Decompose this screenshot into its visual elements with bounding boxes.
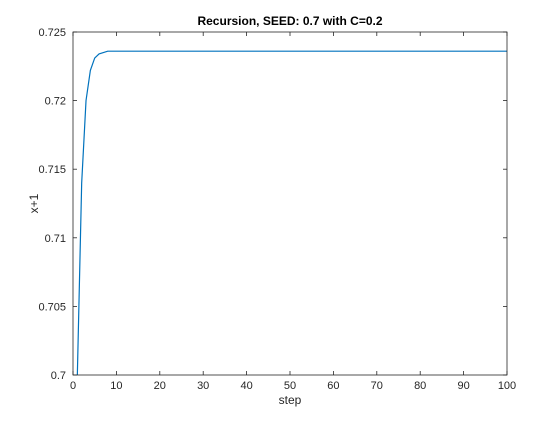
x-tick-label: 20: [154, 380, 166, 392]
y-tick-label: 0.7: [51, 370, 66, 382]
x-tick-label: 10: [110, 380, 122, 392]
x-tick-label: 70: [371, 380, 383, 392]
x-tick-label: 100: [498, 380, 516, 392]
x-axis: 0 10 20 30 40 50 60 70 80 90 100: [70, 32, 516, 392]
plot-area-background: [73, 32, 507, 375]
series-line: [76, 50, 507, 376]
x-tick-label: 50: [284, 380, 296, 392]
y-tick-label: 0.705: [38, 301, 66, 313]
x-tick-label: 40: [240, 380, 252, 392]
series-layer: [76, 50, 507, 376]
y-axis: 0.7 0.705 0.71 0.715 0.72 0.725: [38, 27, 507, 382]
y-tick-label: 0.725: [38, 27, 66, 39]
y-axis-label: x+1: [27, 193, 41, 213]
x-tick-label: 30: [197, 380, 209, 392]
x-axis-label: step: [279, 393, 302, 407]
y-tick-label: 0.71: [45, 233, 66, 245]
x-tick-label: 80: [414, 380, 426, 392]
x-tick-label: 0: [70, 380, 76, 392]
x-tick-label: 60: [327, 380, 339, 392]
chart-title: Recursion, SEED: 0.7 with C=0.2: [197, 14, 382, 28]
x-tick-label: 90: [457, 380, 469, 392]
y-tick-label: 0.72: [45, 96, 66, 108]
y-tick-label: 0.715: [38, 164, 66, 176]
